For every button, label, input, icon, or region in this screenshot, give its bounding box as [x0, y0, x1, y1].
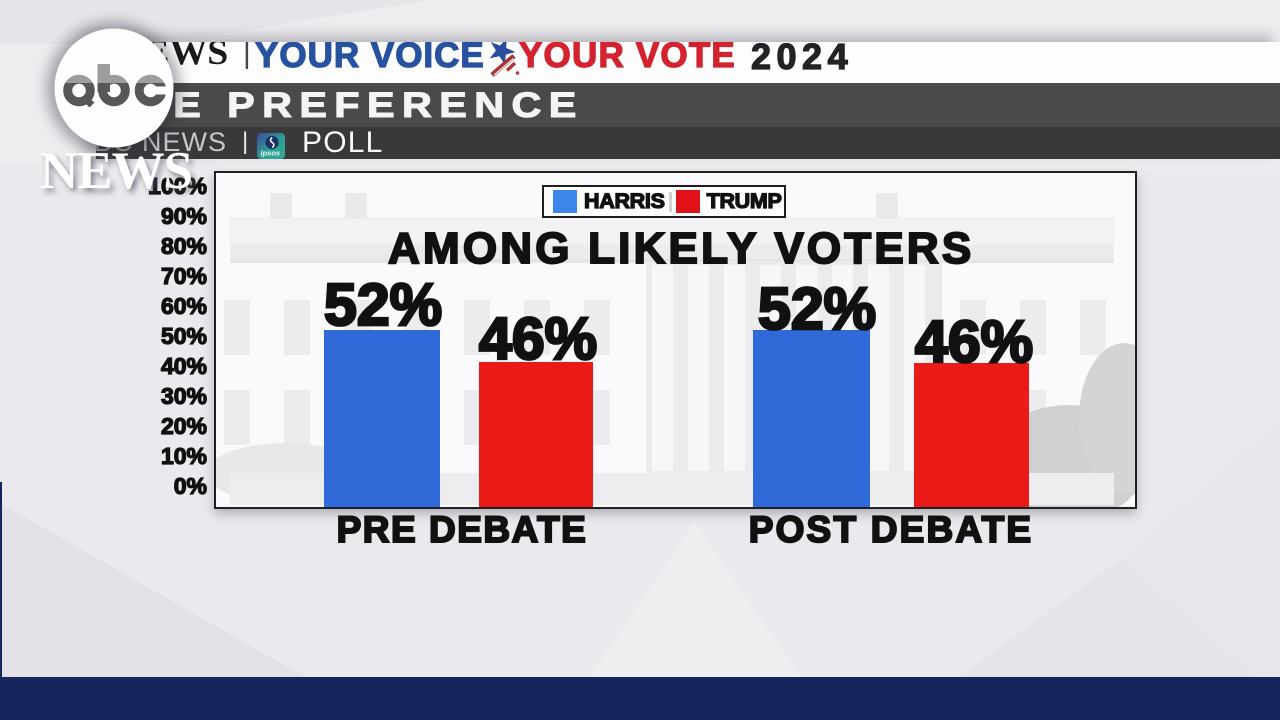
svg-text:Ipsos: Ipsos — [261, 148, 281, 157]
